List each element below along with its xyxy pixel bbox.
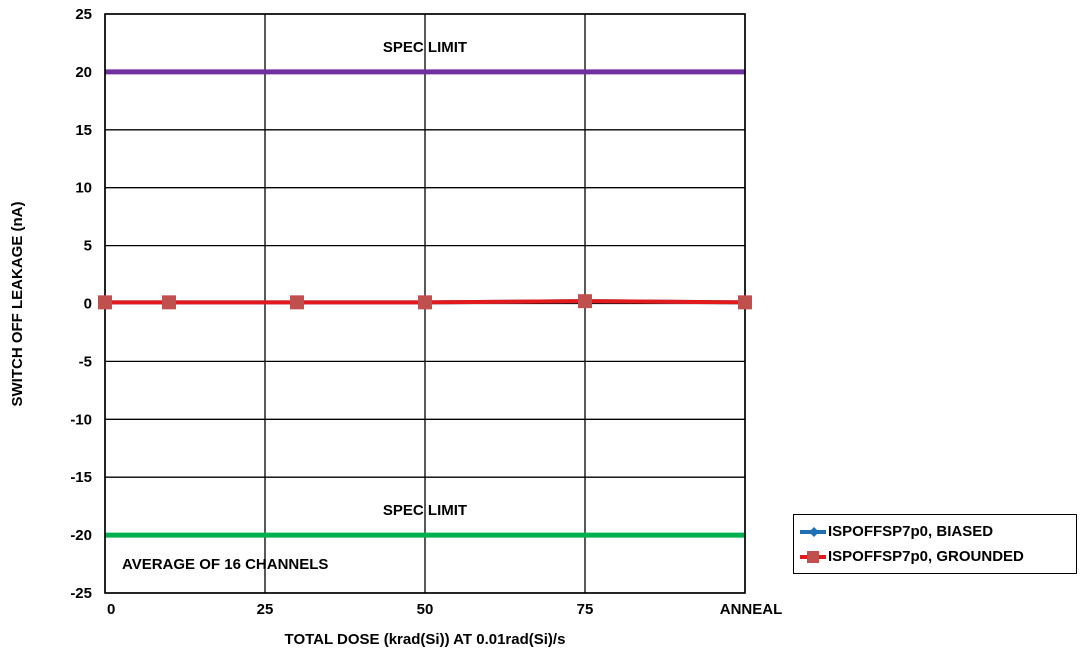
legend-label-biased: ISPOFFSP7p0, BIASED: [828, 523, 994, 540]
y-tick-label: 20: [75, 64, 92, 81]
x-tick-label: 0: [107, 601, 115, 618]
x-tick-label: ANNEAL: [720, 601, 783, 618]
legend-swatch-grounded: [800, 550, 826, 564]
y-tick-label: 5: [84, 238, 92, 255]
data-point-grounded: [418, 295, 432, 310]
y-tick-label: 25: [75, 6, 92, 23]
y-tick-label: -25: [70, 585, 92, 602]
legend-item-biased: ISPOFFSP7p0, BIASED: [800, 523, 993, 540]
legend: ISPOFFSP7p0, BIASED ISPOFFSP7p0, GROUNDE…: [793, 514, 1077, 574]
y-tick-label: -5: [79, 353, 92, 370]
legend-swatch-biased: [800, 525, 826, 539]
data-point-grounded: [738, 295, 752, 310]
annotation-average: AVERAGE OF 16 CHANNELS: [122, 556, 328, 573]
y-tick-label: 10: [75, 180, 92, 197]
y-tick-label: 15: [75, 122, 92, 139]
legend-item-grounded: ISPOFFSP7p0, GROUNDED: [800, 548, 1024, 565]
y-tick-label: -15: [70, 469, 92, 486]
x-tick-label: 50: [417, 601, 434, 618]
y-tick-label: -20: [70, 527, 92, 544]
spec-limit-label: SPEC LIMIT: [383, 39, 467, 56]
x-axis-title: TOTAL DOSE (krad(Si)) AT 0.01rad(Si)/s: [285, 631, 566, 648]
series-line-grounded: [105, 299, 746, 305]
x-tick-label: 75: [577, 601, 594, 618]
y-tick-label: 0: [84, 296, 92, 313]
legend-label-grounded: ISPOFFSP7p0, GROUNDED: [828, 548, 1024, 565]
data-point-grounded: [98, 295, 112, 310]
data-point-grounded: [290, 295, 304, 310]
data-point-grounded: [578, 294, 592, 309]
y-axis-title: SWITCH OFF LEAKAGE (nA): [9, 202, 26, 407]
diamond-marker-icon: [809, 526, 819, 537]
y-tick-label: -10: [70, 411, 92, 428]
spec-limit-label: SPEC LIMIT: [383, 502, 467, 519]
square-marker-icon: [807, 550, 819, 563]
data-point-grounded: [162, 295, 176, 310]
x-tick-label: 25: [257, 601, 274, 618]
